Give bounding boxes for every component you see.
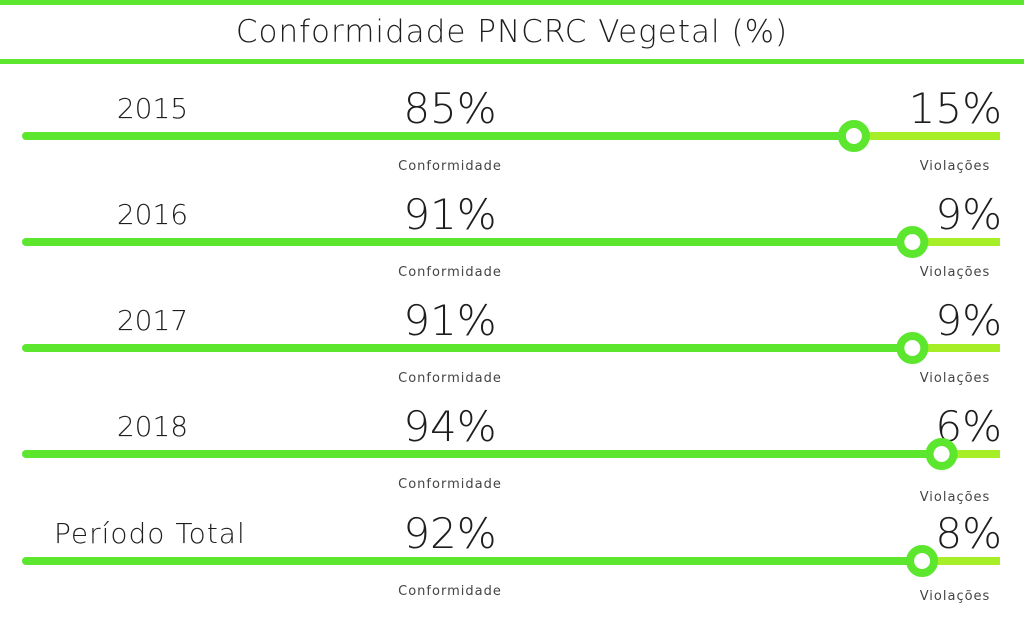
conformity-data-label: 85% [403,84,497,133]
conformity-data-label: 92% [403,509,497,558]
category-label: Período Total [54,517,246,550]
violations-caption: Violações [919,159,991,174]
bar-track [22,226,1000,258]
chart-row: Período Total 92% 8% Conformidade Violações [0,505,1024,611]
chart-row: 2018 94% 6% Conformidade Violações [0,398,1024,505]
violations-data-label: 9% [935,190,1002,239]
category-label: 2016 [116,198,189,231]
category-label: 2017 [116,304,189,337]
split-marker [925,438,958,470]
conformity-data-label: 94% [403,402,497,451]
violations-data-label: 8% [935,509,1002,558]
category-label: 2018 [116,410,189,443]
split-marker [837,120,870,152]
bar-track [22,332,1000,364]
chart-title: Conformidade PNCRC Vegetal (%) [235,14,789,50]
chart-row: 2016 91% 9% Conformidade Violações [0,186,1024,292]
chart-row: 2015 85% 15% Conformidade Violações [0,80,1024,186]
split-marker [896,226,929,258]
category-label: 2015 [116,92,189,125]
chart-row: 2017 91% 9% Conformidade Violações [0,292,1024,398]
split-marker [906,545,939,577]
conformity-caption: Conformidade [398,159,502,174]
conformity-caption: Conformidade [398,371,502,386]
conformity-data-label: 91% [403,190,497,239]
bar-track [22,438,1000,470]
conformity-data-label: 91% [403,296,497,345]
violations-caption: Violações [919,265,991,280]
title-band: Conformidade PNCRC Vegetal (%) [0,0,1024,64]
conformity-caption: Conformidade [398,584,502,599]
conformity-caption: Conformidade [398,265,502,280]
conformity-caption: Conformidade [398,477,502,492]
violations-caption: Violações [919,490,991,505]
violations-data-label: 9% [935,296,1002,345]
violations-caption: Violações [919,371,991,386]
bar-track [22,545,1000,577]
bar-track [22,120,1000,152]
split-marker [896,332,929,364]
violations-caption: Violações [919,589,991,604]
violations-data-label: 15% [908,84,1002,133]
